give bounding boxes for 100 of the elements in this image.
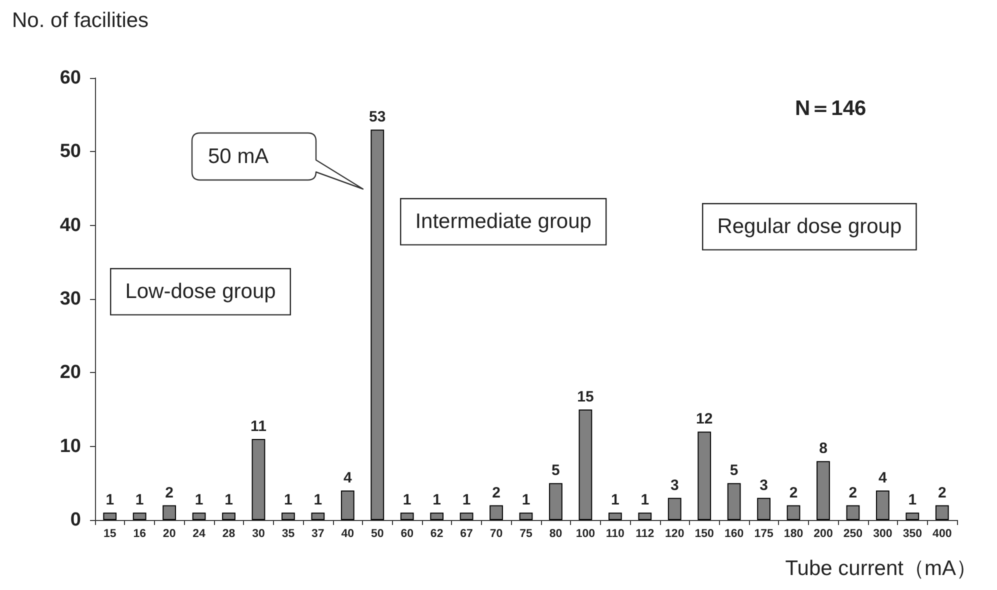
x-tick-label: 110 bbox=[606, 528, 624, 540]
bar bbox=[400, 512, 414, 520]
x-tick-label: 67 bbox=[460, 528, 473, 540]
data-label: 53 bbox=[369, 108, 386, 126]
bar bbox=[757, 498, 770, 520]
x-tick-label: 30 bbox=[252, 528, 265, 540]
bar bbox=[252, 438, 266, 520]
bar bbox=[222, 512, 236, 520]
data-label: 5 bbox=[552, 462, 560, 480]
data-label: 1 bbox=[314, 492, 322, 509]
x-tick-label: 250 bbox=[843, 528, 863, 540]
bar bbox=[132, 512, 146, 520]
annotation: Low-dose group bbox=[125, 280, 276, 304]
data-label: 1 bbox=[640, 492, 650, 509]
data-label: 1 bbox=[908, 492, 917, 509]
x-tick-label: 160 bbox=[724, 528, 744, 540]
bar bbox=[192, 512, 206, 520]
y-axis-title: No. of facilities bbox=[12, 9, 149, 32]
x-tick-label: 60 bbox=[400, 528, 414, 540]
data-label: 1 bbox=[106, 492, 114, 509]
data-label: 2 bbox=[848, 484, 858, 502]
annotation: Intermediate group bbox=[415, 210, 592, 234]
x-tick-label: 24 bbox=[192, 528, 206, 540]
x-tick-label: 100 bbox=[576, 528, 596, 540]
data-label: 1 bbox=[402, 492, 412, 509]
data-label: 2 bbox=[165, 484, 174, 502]
y-tick-label: 10 bbox=[60, 436, 81, 457]
annotation: 50 mA bbox=[208, 145, 269, 168]
x-tick-label: 62 bbox=[430, 528, 444, 540]
data-label: 8 bbox=[819, 440, 828, 458]
x-tick-label: 15 bbox=[103, 528, 117, 540]
bar bbox=[430, 512, 444, 520]
x-tick-label: 350 bbox=[902, 528, 922, 540]
bar bbox=[698, 432, 712, 520]
y-tick-label: 0 bbox=[70, 510, 81, 530]
data-label: 1 bbox=[194, 492, 204, 509]
data-label: 12 bbox=[696, 410, 713, 428]
data-label: 2 bbox=[492, 484, 500, 502]
bar bbox=[282, 512, 295, 520]
x-axis-title: Tube current（mA） bbox=[785, 557, 977, 580]
y-tick-label: 60 bbox=[60, 68, 81, 88]
x-tick-label: 175 bbox=[754, 528, 774, 540]
bar bbox=[460, 512, 474, 520]
bar bbox=[578, 410, 592, 520]
data-label: 1 bbox=[284, 492, 292, 509]
x-tick-label: 28 bbox=[222, 528, 236, 540]
x-tick-label: 50 bbox=[370, 528, 384, 540]
y-tick-label: 40 bbox=[60, 214, 81, 236]
data-label: 2 bbox=[938, 484, 946, 502]
bar bbox=[876, 490, 890, 520]
data-label: 3 bbox=[670, 476, 679, 494]
x-tick-label: 300 bbox=[873, 528, 892, 540]
data-label: 2 bbox=[789, 484, 798, 502]
y-tick-label: 50 bbox=[60, 141, 81, 162]
bar bbox=[906, 512, 920, 520]
x-tick-label: 150 bbox=[694, 528, 714, 540]
bar bbox=[935, 505, 949, 520]
y-tick-label: 20 bbox=[60, 362, 81, 384]
bar bbox=[816, 461, 830, 520]
data-label: 3 bbox=[760, 476, 768, 494]
bar bbox=[668, 498, 682, 520]
x-tick-label: 16 bbox=[133, 528, 146, 540]
data-label: 15 bbox=[577, 388, 594, 406]
bar bbox=[311, 512, 325, 520]
bar bbox=[727, 483, 741, 520]
bar bbox=[370, 130, 384, 520]
x-tick-label: 120 bbox=[665, 528, 684, 540]
data-label: 1 bbox=[611, 492, 620, 509]
bar bbox=[162, 505, 176, 520]
bar bbox=[519, 512, 533, 520]
bar bbox=[490, 505, 503, 520]
x-tick-label: 75 bbox=[520, 528, 533, 540]
data-label: 1 bbox=[522, 492, 530, 509]
y-tick-label: 30 bbox=[60, 288, 81, 310]
x-tick-label: 40 bbox=[341, 528, 354, 540]
x-tick-label: 20 bbox=[162, 528, 176, 540]
bar bbox=[549, 483, 562, 520]
bar bbox=[786, 505, 800, 520]
x-tick-label: 35 bbox=[282, 528, 296, 540]
annotation: Regular dose group bbox=[717, 215, 902, 238]
bar bbox=[638, 512, 652, 520]
bar bbox=[846, 505, 860, 520]
data-label: 11 bbox=[250, 418, 266, 435]
x-tick-label: 70 bbox=[490, 528, 503, 540]
x-tick-label: 80 bbox=[549, 528, 562, 540]
x-tick-label: 37 bbox=[312, 528, 324, 540]
bar bbox=[340, 490, 354, 520]
annotation: N＝146 bbox=[795, 97, 866, 120]
bar bbox=[608, 512, 622, 520]
data-label: 4 bbox=[343, 470, 352, 487]
data-label: 1 bbox=[432, 492, 441, 509]
x-tick-label: 400 bbox=[932, 528, 952, 540]
data-label: 1 bbox=[135, 492, 144, 509]
data-label: 4 bbox=[878, 470, 888, 487]
x-tick-label: 180 bbox=[784, 528, 804, 540]
data-label: 1 bbox=[224, 492, 233, 509]
data-label: 1 bbox=[462, 492, 471, 509]
bar bbox=[103, 512, 117, 520]
x-tick-label: 200 bbox=[814, 528, 833, 540]
data-label: 5 bbox=[730, 462, 738, 480]
